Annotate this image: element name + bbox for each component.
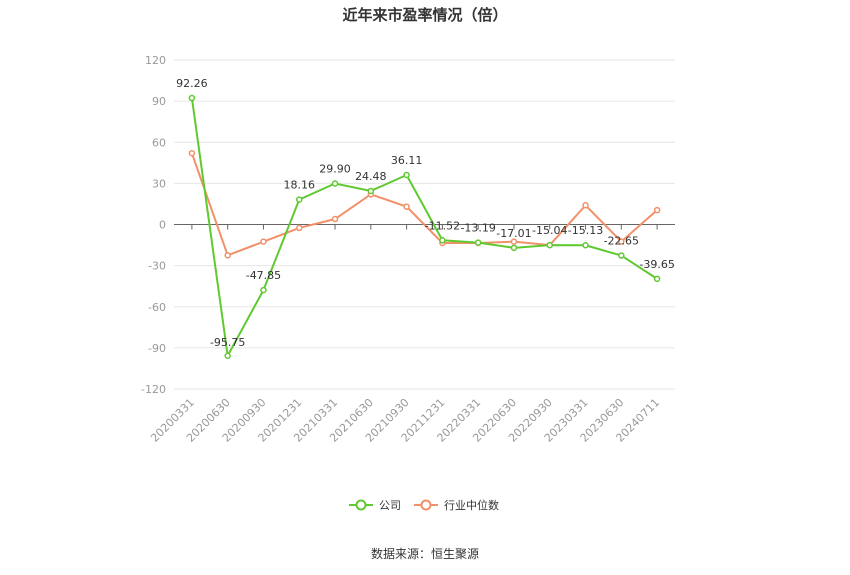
y-tick-label: -120 <box>141 383 166 396</box>
legend-item[interactable]: 公司 <box>349 499 401 512</box>
data-label: -95.75 <box>210 336 245 349</box>
source-note: 数据来源：恒生聚源 <box>371 546 479 561</box>
data-point <box>367 187 375 195</box>
data-point <box>403 203 410 210</box>
data-point <box>653 275 661 283</box>
legend[interactable]: 公司 行业中位数 <box>349 498 499 512</box>
series-group <box>188 94 661 360</box>
data-point <box>653 206 661 214</box>
data-point <box>260 238 267 245</box>
legend-marker <box>420 499 432 511</box>
data-point <box>510 238 518 245</box>
data-label: -11.52 <box>425 219 460 232</box>
y-tick-label: 0 <box>159 219 166 232</box>
data-label: -17.01 <box>496 227 531 240</box>
data-point <box>188 149 196 157</box>
series-line <box>190 97 658 359</box>
y-tick-label: 60 <box>152 136 166 149</box>
legend-label: 行业中位数 <box>444 498 499 512</box>
legend-marker <box>355 499 367 511</box>
y-tick-label: -30 <box>148 260 166 273</box>
legend-item[interactable]: 行业中位数 <box>414 498 499 512</box>
y-tick-label: 30 <box>152 177 166 190</box>
y-tick-label: -90 <box>148 342 166 355</box>
chart-title: 近年来市盈率情况（倍） <box>342 6 507 24</box>
data-point <box>618 238 625 245</box>
data-point <box>296 224 303 232</box>
data-label: -15.04 <box>532 224 567 237</box>
series-line <box>190 152 658 257</box>
data-label: -15.13 <box>568 224 603 237</box>
data-label: 24.48 <box>355 170 387 183</box>
data-point <box>260 286 267 294</box>
data-point <box>331 215 339 223</box>
data-point <box>224 252 231 259</box>
data-label: 18.16 <box>284 179 316 192</box>
data-point <box>439 237 446 244</box>
data-point <box>546 241 553 249</box>
data-label: -47.85 <box>246 269 281 282</box>
data-point <box>618 252 625 259</box>
data-point <box>188 94 196 102</box>
data-label: 92.26 <box>176 77 208 90</box>
data-point <box>403 171 410 179</box>
data-label: -13.19 <box>460 222 495 235</box>
data-label: -22.65 <box>604 235 639 248</box>
data-point <box>510 244 518 252</box>
data-label: 36.11 <box>391 154 423 167</box>
data-label: 29.90 <box>319 163 351 176</box>
legend-label: 公司 <box>379 499 401 512</box>
y-tick-label: 90 <box>152 95 166 108</box>
y-tick-label: -60 <box>148 301 166 314</box>
y-axis: 120 90 60 30 0 -30 -60 -90 -120 <box>141 54 166 396</box>
data-point <box>331 180 339 187</box>
data-point <box>224 352 231 360</box>
y-tick-label: 120 <box>145 54 166 67</box>
data-point <box>296 196 303 203</box>
data-label: -39.65 <box>639 258 674 271</box>
data-point <box>474 239 482 246</box>
data-point <box>582 241 589 249</box>
data-point <box>582 202 589 209</box>
